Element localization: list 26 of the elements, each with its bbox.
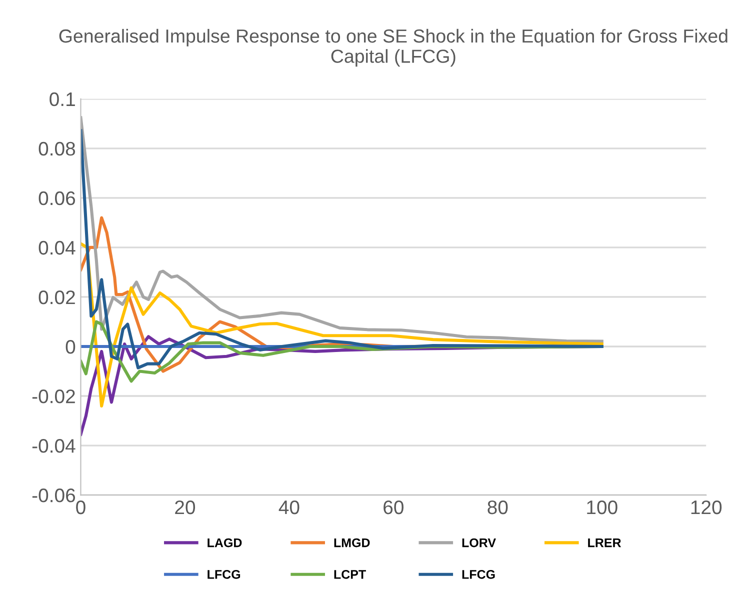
x-tick-label: 60 <box>384 500 404 514</box>
line-series <box>80 116 604 343</box>
legend-label: LRER <box>588 538 622 548</box>
legend-label: LCPT <box>334 570 366 579</box>
x-tick-label: 100 <box>587 500 618 514</box>
legend-label: LFCG <box>462 570 495 579</box>
x-tick-label: 120 <box>691 500 722 514</box>
y-tick-label: 0.04 <box>38 240 76 255</box>
y-tick-label: 0.06 <box>38 191 76 206</box>
chart-title: Generalised Impulse Response to one SE Shock in the Equation for Gross Fixed Capital (LFCG) <box>59 28 728 67</box>
x-tick-label: 0 <box>76 500 86 514</box>
x-tick-label: 20 <box>175 500 196 514</box>
line-series <box>80 129 604 370</box>
y-tick-label: 0.02 <box>38 290 75 304</box>
x-tick-label: 80 <box>488 500 508 514</box>
legend-label: LFCG <box>208 570 240 579</box>
y-tick-label: -0.04 <box>32 439 76 453</box>
legend-label: LORV <box>462 538 496 548</box>
y-tick-label: 0 <box>66 340 76 354</box>
y-tick-label: 0.08 <box>38 142 76 156</box>
x-tick-label: 40 <box>278 500 300 514</box>
y-tick-label: -0.06 <box>32 488 76 502</box>
legend-label: LMGD <box>334 538 370 548</box>
y-tick-label: 0.1 <box>50 92 75 106</box>
legend-label: LAGD <box>208 538 242 548</box>
y-tick-label: -0.02 <box>32 389 75 404</box>
